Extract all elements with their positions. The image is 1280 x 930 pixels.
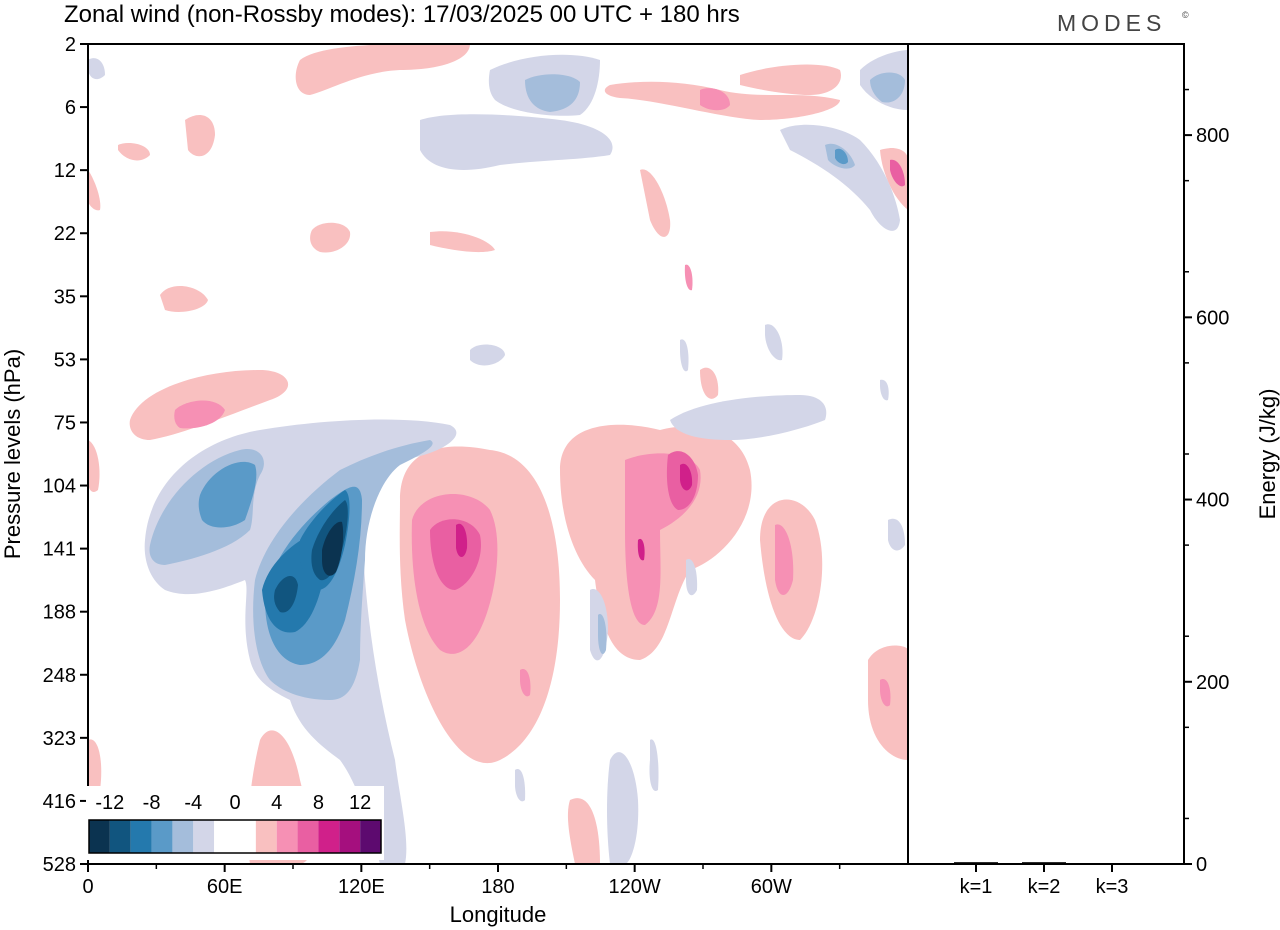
- y-tick-label: 323: [43, 728, 76, 750]
- y-tick-label: 35: [54, 286, 76, 308]
- colorbar-swatch: [297, 820, 319, 853]
- contour-pos-peak: [456, 463, 693, 561]
- colorbar-label: 8: [313, 792, 324, 814]
- energy-axis-ticks: 0 200 400 600 800: [1184, 88, 1229, 876]
- y-tick-label: 104: [43, 476, 76, 498]
- energy-panel-frame: [907, 43, 1185, 865]
- chart-title: Zonal wind (non-Rossby modes): 17/03/202…: [64, 1, 740, 28]
- y-tick-label: 188: [43, 602, 76, 624]
- y-tick-label: 416: [43, 791, 76, 813]
- energy-tick-label: 200: [1196, 672, 1229, 694]
- x-axis-ticks: 0 60E 120E 180 120W 60W: [82, 864, 841, 898]
- colorbar-swatch: [193, 820, 215, 853]
- colorbar-frame: [88, 819, 382, 854]
- energy-tick-label: 400: [1196, 490, 1229, 512]
- y-axis-label: Pressure levels (hPa): [0, 349, 25, 559]
- colorbar-label: -12: [95, 792, 124, 814]
- category-label: k=2: [1028, 876, 1061, 898]
- y-tick-label: 248: [43, 665, 76, 687]
- colorbar-label: 4: [271, 792, 282, 814]
- y-tick-label: 6: [65, 97, 76, 119]
- colorbar-swatch: [255, 820, 277, 853]
- brand-text: MODES: [1057, 10, 1166, 36]
- colorbar-swatch: [89, 820, 110, 853]
- y-tick-label: 22: [54, 223, 76, 245]
- x-tick-label: 60W: [751, 876, 792, 898]
- colorbar-swatch: [130, 820, 152, 853]
- colorbar-label: 0: [229, 792, 240, 814]
- y-tick-label: 2: [65, 34, 76, 56]
- colorbar-label: -4: [184, 792, 202, 814]
- colorbar-labels: -12 -8 -4 0 4 8 12: [95, 792, 371, 814]
- category-label: k=3: [1096, 876, 1129, 898]
- energy-bar: [1090, 863, 1134, 865]
- contour-neg-peak: [322, 521, 344, 576]
- y-axis-ticks: 2 6 12 22 35 53 75 104 141 188 248 323 416 528: [43, 34, 88, 876]
- x-axis-label: Longitude: [450, 902, 547, 927]
- x-tick-label: 0: [82, 876, 93, 898]
- contour-field: [88, 44, 908, 864]
- x-tick-label: 180: [481, 876, 514, 898]
- colorbar-swatches: [88, 819, 382, 854]
- colorbar-swatch: [318, 820, 340, 853]
- colorbar-swatch: [360, 820, 381, 853]
- colorbar-swatch: [339, 820, 361, 853]
- y-tick-label: 75: [54, 412, 76, 434]
- colorbar-swatch: [172, 820, 194, 853]
- energy-bar: [954, 862, 998, 864]
- x-tick-label: 120E: [338, 876, 385, 898]
- y-tick-label: 141: [43, 539, 76, 561]
- energy-tick-label: 800: [1196, 125, 1229, 147]
- y-tick-label: 12: [54, 160, 76, 182]
- x-tick-label: 60E: [207, 876, 243, 898]
- category-label: k=1: [960, 876, 993, 898]
- brand-mark: ©: [1182, 10, 1189, 20]
- energy-tick-label: 0: [1196, 854, 1207, 876]
- energy-axis-label: Energy (J/kg): [1255, 389, 1280, 520]
- colorbar-swatch: [214, 820, 235, 853]
- colorbar-swatch: [235, 820, 256, 853]
- colorbar: -12 -8 -4 0 4 8 12: [86, 786, 384, 860]
- energy-bar: [1022, 862, 1066, 864]
- colorbar-swatch: [109, 820, 131, 853]
- colorbar-label: 12: [349, 792, 371, 814]
- colorbar-swatch: [276, 820, 298, 853]
- energy-bars: k=1 k=2 k=3: [954, 862, 1134, 898]
- x-tick-label: 120W: [609, 876, 661, 898]
- colorbar-label: -8: [143, 792, 161, 814]
- y-tick-label: 528: [43, 854, 76, 876]
- colorbar-swatch: [151, 820, 173, 853]
- y-tick-label: 53: [54, 349, 76, 371]
- brand-logo: MODES ©: [1057, 10, 1189, 36]
- energy-tick-label: 600: [1196, 307, 1229, 329]
